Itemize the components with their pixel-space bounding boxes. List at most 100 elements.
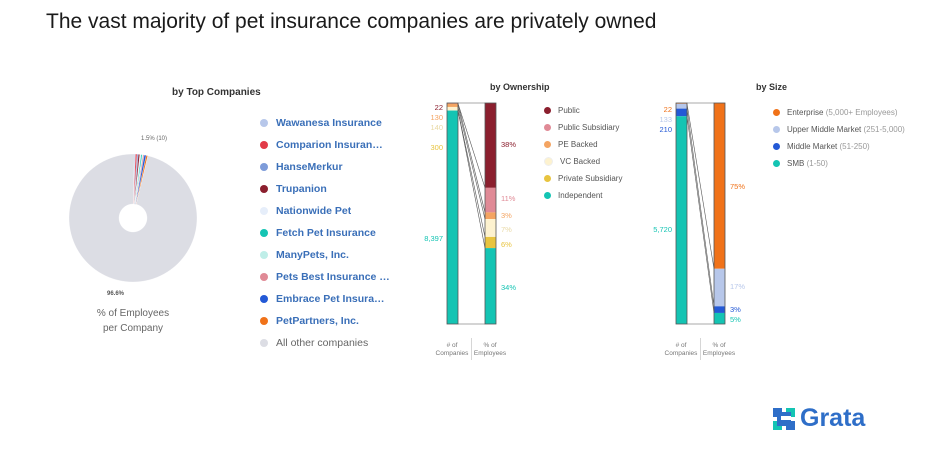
employees-pct-label-1: 11% xyxy=(501,194,516,203)
connector-line-2 xyxy=(457,106,486,220)
legend-sub: (51-250) xyxy=(839,142,870,151)
companies-bar-segment-2[interactable] xyxy=(676,108,687,117)
size-legend-item-0[interactable]: Enterprise (5,000+ Employees) xyxy=(773,104,905,121)
legend-label: Upper Middle Market (251-5,000) xyxy=(787,125,905,134)
pie-legend-item-10[interactable]: All other companies xyxy=(260,332,400,354)
legend-swatch-icon xyxy=(773,143,780,150)
pie-legend-item-7[interactable]: Pets Best Insurance … xyxy=(260,266,400,288)
ownership-legend-item-4[interactable]: Private Subsidiary xyxy=(544,170,622,187)
legend-swatch-icon xyxy=(544,141,551,148)
size-legend-item-2[interactable]: Middle Market (51-250) xyxy=(773,138,905,155)
size-legend-item-3[interactable]: SMB (1-50) xyxy=(773,155,905,172)
companies-count-label-0: 22 xyxy=(663,105,672,114)
companies-axis-label: # of Companies xyxy=(432,342,472,358)
pie-slice-label-top: 1.5% (10) xyxy=(141,136,168,142)
employees-bar-segment-0[interactable] xyxy=(485,103,496,188)
employees-bar-segment-3[interactable] xyxy=(485,219,496,237)
employees-pct-label-5: 34% xyxy=(501,283,517,292)
legend-label: All other companies xyxy=(276,337,369,349)
pie-legend-item-1[interactable]: Comparion Insuran… xyxy=(260,134,400,156)
axis-word: Employees xyxy=(473,350,507,357)
pie-caption-line-2: per Company xyxy=(102,323,164,334)
pie-legend-item-3[interactable]: Trupanion xyxy=(260,178,400,200)
employees-pct-label-3: 5% xyxy=(730,315,741,324)
pie-legend-item-2[interactable]: HanseMerkur xyxy=(260,156,400,178)
employees-axis-label: % of Employees xyxy=(699,342,739,358)
pie-legend-item-9[interactable]: PetPartners, Inc. xyxy=(260,310,400,332)
legend-swatch-icon xyxy=(260,339,268,347)
legend-label: Fetch Pet Insurance xyxy=(276,227,376,239)
employees-bar-outline xyxy=(713,102,726,325)
legend-name: Private Subsidiary xyxy=(558,174,623,183)
legend-name: VC Backed xyxy=(560,157,601,166)
employees-pct-label-0: 75% xyxy=(730,182,746,191)
employees-bar-segment-1[interactable] xyxy=(714,268,725,307)
legend-swatch-icon xyxy=(544,157,553,166)
employees-bar-segment-0[interactable] xyxy=(714,103,725,269)
pie-legend-item-4[interactable]: Nationwide Pet xyxy=(260,200,400,222)
companies-count-label-5: 8,397 xyxy=(424,234,443,243)
legend-swatch-icon xyxy=(260,185,268,193)
ownership-legend: Public Public Subsidiary PE Backed VC Backe… xyxy=(544,102,622,204)
legend-swatch-icon xyxy=(260,295,268,303)
ownership-legend-item-5[interactable]: Independent xyxy=(544,187,622,204)
employees-bar-segment-2[interactable] xyxy=(485,212,496,220)
grata-logo: Grata xyxy=(772,404,865,433)
employees-pct-label-4: 6% xyxy=(501,240,512,249)
employees-axis-label: % of Employees xyxy=(470,342,510,358)
legend-label: Public xyxy=(558,106,580,115)
pie-caption-line-1: % of Employees xyxy=(96,308,170,319)
employees-pct-label-2: 3% xyxy=(730,305,741,314)
legend-swatch-icon xyxy=(773,109,780,116)
axis-word: Employees xyxy=(702,350,736,357)
legend-name: SMB xyxy=(787,159,805,168)
ownership-legend-item-1[interactable]: Public Subsidiary xyxy=(544,119,622,136)
connector-line-1 xyxy=(686,108,715,307)
legend-label: Embrace Pet Insura… xyxy=(276,293,385,305)
pie-legend-item-0[interactable]: Wawanesa Insurance xyxy=(260,112,400,134)
connector-line-2 xyxy=(686,116,715,313)
pie-legend-item-8[interactable]: Embrace Pet Insura… xyxy=(260,288,400,310)
employees-pct-label-3: 7% xyxy=(501,225,512,234)
connector-line-3 xyxy=(457,110,486,238)
pie-slice-10[interactable] xyxy=(68,153,198,283)
legend-name: Enterprise xyxy=(787,108,824,117)
ownership-legend-item-2[interactable]: PE Backed xyxy=(544,136,622,153)
size-legend-item-1[interactable]: Upper Middle Market (251-5,000) xyxy=(773,121,905,138)
legend-label: Wawanesa Insurance xyxy=(276,117,382,129)
legend-label: Pets Best Insurance … xyxy=(276,271,390,283)
pie-legend-item-6[interactable]: ManyPets, Inc. xyxy=(260,244,400,266)
legend-label: ManyPets, Inc. xyxy=(276,249,349,261)
employees-bar-segment-1[interactable] xyxy=(485,187,496,213)
companies-bar-segment-3[interactable] xyxy=(447,106,458,111)
legend-swatch-icon xyxy=(773,160,780,167)
connector-line-1 xyxy=(457,103,486,213)
legend-label: SMB (1-50) xyxy=(787,159,828,168)
legend-swatch-icon xyxy=(260,141,268,149)
companies-count-label-1: 133 xyxy=(659,115,672,124)
pie-legend-item-5[interactable]: Fetch Pet Insurance xyxy=(260,222,400,244)
companies-bar-segment-3[interactable] xyxy=(676,116,687,324)
employees-bar-segment-5[interactable] xyxy=(485,248,496,324)
companies-count-label-2: 130 xyxy=(430,113,443,122)
companies-bar-segment-5[interactable] xyxy=(447,110,458,325)
legend-swatch-icon xyxy=(773,126,780,133)
axis-word: Companies xyxy=(435,350,469,357)
companies-bar-segment-2[interactable] xyxy=(447,103,458,107)
companies-bar-outline xyxy=(675,102,688,325)
companies-bar-segment-1[interactable] xyxy=(676,103,687,109)
legend-label: Nationwide Pet xyxy=(276,205,352,217)
employees-bar-segment-4[interactable] xyxy=(485,236,496,249)
ownership-legend-item-0[interactable]: Public xyxy=(544,102,622,119)
legend-name: Middle Market xyxy=(787,142,838,151)
employees-bar-segment-2[interactable] xyxy=(714,306,725,313)
legend-swatch-icon xyxy=(260,207,268,215)
companies-count-label-3: 140 xyxy=(430,123,443,132)
legend-name: PE Backed xyxy=(558,140,598,149)
employees-bar-outline xyxy=(484,102,497,325)
employees-bar-segment-3[interactable] xyxy=(714,312,725,324)
companies-count-label-3: 5,720 xyxy=(653,225,672,234)
ownership-legend-item-3[interactable]: VC Backed xyxy=(544,153,622,170)
connector-line-0 xyxy=(686,103,715,269)
